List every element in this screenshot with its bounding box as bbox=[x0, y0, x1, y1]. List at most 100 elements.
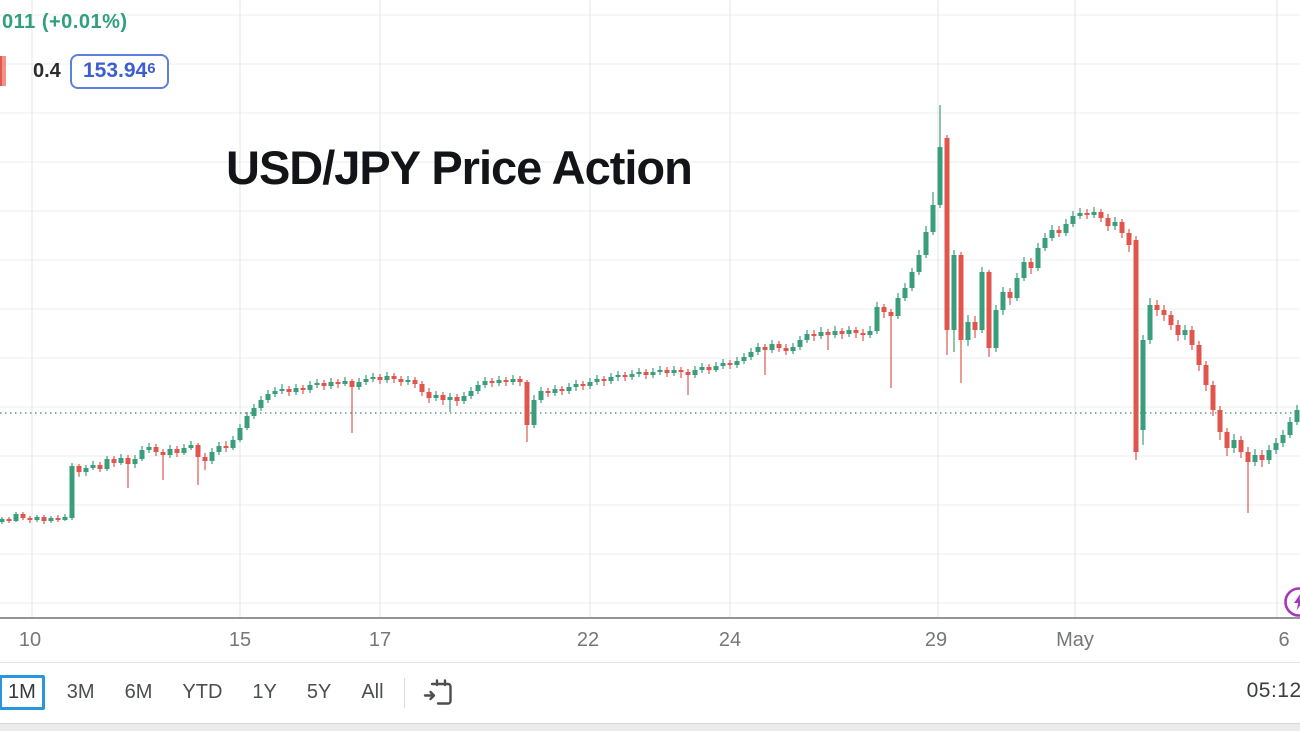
time-axis[interactable]: 10 15 17 22 24 29 May 6 bbox=[0, 619, 1300, 662]
candle-body bbox=[776, 344, 782, 348]
candle-body bbox=[818, 332, 824, 336]
range-button-group: 1M 3M 6M YTD 1Y 5Y All bbox=[0, 675, 392, 710]
candle-body bbox=[671, 370, 677, 373]
range-button-5y[interactable]: 5Y bbox=[299, 677, 339, 708]
candle-body bbox=[811, 334, 817, 336]
candle-body bbox=[1252, 455, 1258, 462]
candle-body bbox=[587, 382, 593, 386]
candle-body bbox=[1196, 345, 1202, 365]
candle-body bbox=[468, 391, 474, 396]
candle-body bbox=[1238, 440, 1244, 452]
candle-body bbox=[41, 517, 47, 521]
candle-body bbox=[244, 416, 250, 428]
flash-lightning-icon[interactable] bbox=[1282, 585, 1300, 619]
candle-body bbox=[594, 379, 600, 382]
candle-body bbox=[342, 381, 348, 384]
candle-body bbox=[930, 205, 936, 232]
candle-body bbox=[951, 255, 957, 330]
candle-body bbox=[188, 445, 194, 448]
candle-body bbox=[503, 380, 509, 382]
candle-body bbox=[1231, 440, 1237, 448]
candle-body bbox=[174, 449, 180, 453]
range-button-all[interactable]: All bbox=[353, 677, 391, 708]
candle-body bbox=[384, 376, 390, 380]
candle-body bbox=[867, 331, 873, 335]
price-chart-canvas[interactable] bbox=[0, 0, 1300, 618]
candle-body bbox=[55, 518, 61, 520]
candle-body bbox=[328, 382, 334, 386]
candle-body bbox=[706, 367, 712, 370]
candle-body bbox=[895, 298, 901, 316]
candle-body bbox=[552, 389, 558, 393]
candle-body bbox=[1273, 443, 1279, 450]
candle-body bbox=[657, 370, 663, 372]
candle-body bbox=[832, 331, 838, 335]
candle-body bbox=[664, 370, 670, 373]
value-label: 0.4 bbox=[33, 60, 61, 82]
candle-body bbox=[216, 446, 222, 452]
x-axis-label-10: 10 bbox=[18, 629, 42, 651]
candle-body bbox=[286, 389, 292, 392]
candle-body bbox=[1133, 240, 1139, 452]
clock-timestamp: 05:12: bbox=[1246, 679, 1300, 702]
candle-body bbox=[1224, 432, 1230, 448]
candle-body bbox=[713, 366, 719, 370]
range-button-6m[interactable]: 6M bbox=[117, 677, 161, 708]
toolbar-separator-line bbox=[0, 662, 1300, 663]
go-to-date-button[interactable] bbox=[421, 677, 455, 709]
candle-body bbox=[804, 334, 810, 340]
candle-body bbox=[209, 452, 215, 461]
x-axis-label-24: 24 bbox=[718, 629, 742, 651]
range-button-3m[interactable]: 3M bbox=[59, 677, 103, 708]
candle-body bbox=[237, 428, 243, 440]
candle-body bbox=[496, 380, 502, 383]
candle-body bbox=[90, 465, 96, 468]
candle-body bbox=[734, 361, 740, 365]
candle-body bbox=[1168, 315, 1174, 325]
toolbar-divider bbox=[403, 677, 405, 708]
range-button-1y[interactable]: 1Y bbox=[244, 677, 284, 708]
candle-body bbox=[608, 377, 614, 381]
candle-body bbox=[27, 518, 33, 520]
candle-body bbox=[419, 384, 425, 392]
calendar-goto-icon bbox=[423, 678, 452, 705]
candle-body bbox=[251, 408, 257, 416]
candle-body bbox=[762, 347, 768, 350]
candle-body bbox=[790, 347, 796, 351]
candle-body bbox=[629, 374, 635, 377]
candle-body bbox=[1294, 410, 1300, 422]
candle-body bbox=[909, 272, 915, 288]
candle-body bbox=[727, 363, 733, 365]
candle-body bbox=[559, 389, 565, 391]
candle-body bbox=[769, 344, 775, 350]
last-price-sub-digit: 6 bbox=[147, 60, 156, 77]
candle-body bbox=[643, 372, 649, 375]
candle-body bbox=[146, 447, 152, 450]
candle-body bbox=[1203, 365, 1209, 385]
range-button-1m[interactable]: 1M bbox=[0, 675, 45, 710]
candle-body bbox=[20, 514, 26, 518]
candle-body bbox=[1000, 292, 1006, 310]
range-button-ytd[interactable]: YTD bbox=[174, 677, 230, 708]
candle-body bbox=[258, 400, 264, 408]
candle-body bbox=[391, 376, 397, 379]
candle-body bbox=[1259, 455, 1265, 460]
candle-body bbox=[167, 449, 173, 455]
candle-body bbox=[1049, 230, 1055, 238]
candle-body bbox=[34, 517, 40, 520]
candle-body bbox=[748, 352, 754, 357]
candle-body bbox=[510, 379, 516, 382]
candle-body bbox=[405, 380, 411, 382]
candle-body bbox=[1028, 262, 1034, 268]
x-axis-label-29: 29 bbox=[924, 629, 948, 651]
candle-body bbox=[524, 382, 530, 425]
candle-body bbox=[531, 400, 537, 425]
candle-body bbox=[692, 370, 698, 375]
candle-body bbox=[454, 397, 460, 401]
candle-body bbox=[888, 312, 894, 316]
candle-body bbox=[517, 379, 523, 382]
candle-body bbox=[272, 391, 278, 394]
candle-body bbox=[860, 333, 866, 335]
candle-body bbox=[0, 519, 5, 522]
